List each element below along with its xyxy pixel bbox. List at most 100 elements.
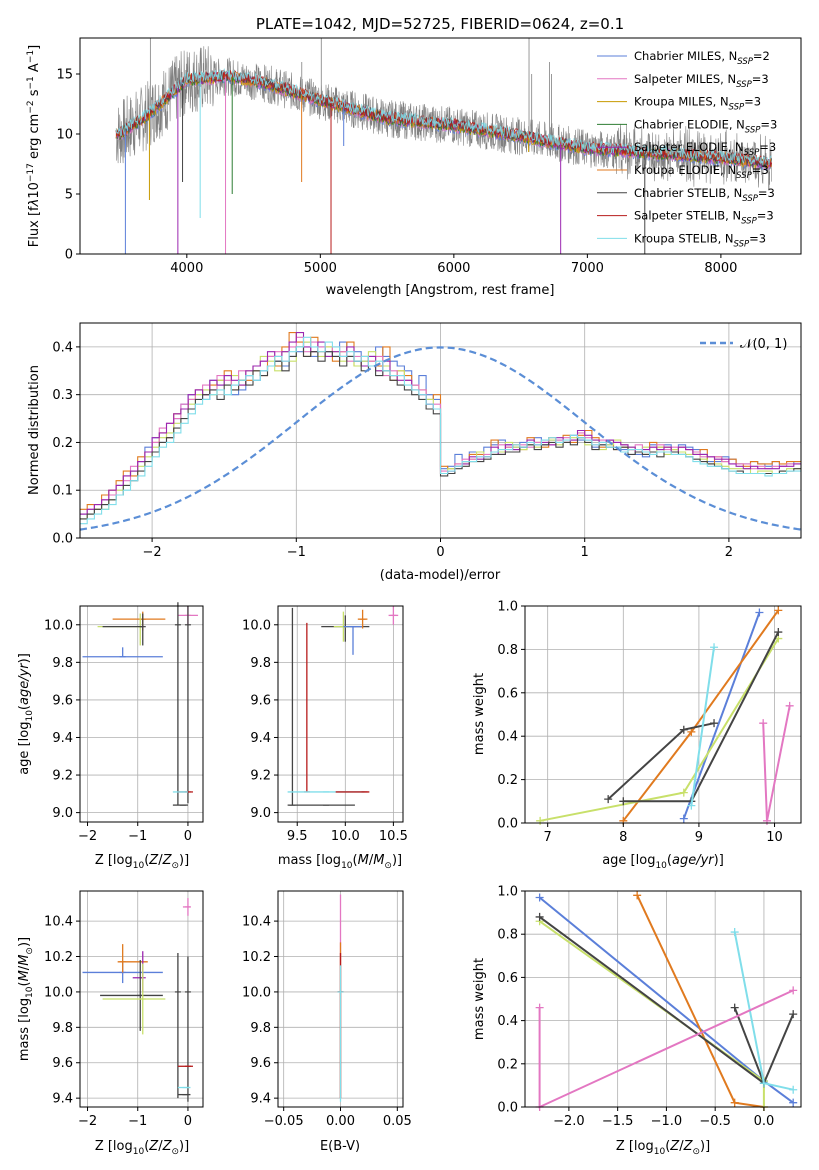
- z-weight-ylabel: mass weight: [472, 958, 487, 1040]
- histogram-series-step: [80, 336, 801, 525]
- weight-point-marker: [633, 891, 642, 900]
- age-weight-panel: 7 8 9 10 0.0 0.2 0.4 0.6 0.8 1.0 age [log10(age/y…: [472, 600, 802, 871]
- z-mass-panel: −2 −1 0 9.4 9.6 9.8 10.0 10.2 10.4 Z [log10(Z/Z⊙…: [17, 890, 204, 1157]
- x-tick-label: −1.0: [651, 1114, 683, 1129]
- z-weight-panel: −2.0 −1.5 −1.0 −0.5 0.0 0.0 0.2 0.4 0.6 0.8 1.0 Z …: [472, 885, 802, 1157]
- legend-subscript: SSP: [736, 80, 752, 90]
- y-tick-label: 9.0: [52, 806, 73, 821]
- errorbar-point: [337, 965, 344, 1102]
- weight-point-marker: [710, 643, 719, 652]
- x-tick-label: −0.05: [264, 1114, 304, 1129]
- x-tick-label: 0: [184, 1114, 192, 1129]
- errorbar-point: [102, 613, 146, 646]
- x-tick-label: 10.5: [379, 829, 408, 844]
- y-tick-label: 10.4: [44, 915, 73, 930]
- weight-point-marker: [774, 628, 783, 637]
- y-tick-label: 0.6: [497, 686, 518, 701]
- x-tick-label: 0: [184, 829, 192, 844]
- y-tick-label: 10.0: [242, 985, 271, 1000]
- y-tick-label: 0.3: [52, 388, 73, 403]
- legend-subscript: SSP: [729, 103, 745, 113]
- y-tick-label: 1.0: [497, 885, 518, 900]
- weight-point-marker: [789, 986, 798, 995]
- errorbar-point: [174, 602, 181, 806]
- spectrum-xlabel: wavelength [Angstrom, rest frame]: [326, 283, 555, 298]
- spectrum-title: PLATE=1042, MJD=52725, FIBERID=0624, z=0…: [256, 15, 624, 33]
- age-weight-xlabel: age [log10(age/yr)]: [602, 853, 724, 871]
- histogram-legend: 𝒩(0, 1): [700, 337, 787, 352]
- x-tick-label: 5000: [304, 261, 337, 276]
- x-tick-label: −2: [78, 829, 97, 844]
- legend-label: Chabrier STELIB, NSSP=3: [634, 186, 775, 204]
- y-tick-label: 0.4: [497, 1014, 518, 1029]
- weight-point-marker: [789, 1098, 798, 1107]
- errorbar-point: [82, 647, 163, 658]
- weight-point-marker: [687, 801, 696, 810]
- y-tick-label: 10.4: [242, 915, 271, 930]
- legend-count: =3: [757, 209, 774, 223]
- weight-point-marker: [619, 797, 628, 806]
- axes-frame: [79, 605, 204, 823]
- y-tick-label: 0.6: [497, 971, 518, 986]
- y-tick-label: 0.1: [52, 484, 73, 499]
- x-tick-label: −2: [143, 545, 162, 560]
- z-weight-xlabel: Z [log10(Z/Z⊙)]: [616, 1139, 710, 1157]
- x-tick-label: −1: [287, 545, 306, 560]
- x-tick-label: 0.05: [383, 1114, 412, 1129]
- legend-label: Salpeter ELODIE, NSSP=3: [634, 140, 776, 158]
- y-tick-label: 15: [56, 68, 73, 83]
- x-tick-label: 4000: [170, 261, 203, 276]
- x-tick-label: −1: [128, 829, 147, 844]
- x-tick-label: −2.0: [553, 1114, 585, 1129]
- spectrum-panel: 4000 5000 6000 7000 8000 0 5 10 15 PLATE=1042, M…: [26, 15, 802, 298]
- x-tick-label: 6000: [437, 261, 470, 276]
- y-tick-label: 0.8: [497, 643, 518, 658]
- z-mass-xlabel: Z [log10(Z/Z⊙)]: [95, 1139, 189, 1157]
- weight-point-marker: [535, 1003, 544, 1012]
- weight-point-marker: [679, 788, 688, 797]
- weight-point-marker: [759, 1079, 768, 1088]
- y-tick-label: 0.2: [497, 773, 518, 788]
- y-tick-label: 9.6: [250, 693, 271, 708]
- weight-point-marker: [789, 1010, 798, 1019]
- x-tick-label: 10: [766, 830, 783, 845]
- legend-count: =3: [760, 117, 777, 131]
- legend-count: =3: [744, 95, 761, 109]
- normal-reference-curve: [80, 346, 801, 531]
- x-tick-label: 0: [436, 545, 444, 560]
- spectrum-lines: [115, 38, 772, 254]
- z-mass-ylabel: mass [log10(M/M⊙)]: [17, 937, 35, 1061]
- y-tick-label: 0.0: [497, 817, 518, 832]
- legend-subscript: SSP: [736, 171, 752, 181]
- x-tick-label: 8: [619, 830, 627, 845]
- legend-label: Chabrier ELODIE, NSSP=3: [634, 117, 777, 135]
- x-tick-label: 9: [695, 830, 703, 845]
- legend-count: =3: [758, 186, 775, 200]
- legend-count: =3: [749, 231, 766, 245]
- y-tick-label: 9.8: [250, 1021, 271, 1036]
- legend-count: =3: [752, 72, 769, 86]
- y-tick-label: 10.2: [44, 950, 73, 965]
- legend-subscript: SSP: [734, 239, 750, 249]
- y-tick-label: 5: [65, 188, 73, 203]
- legend-label: Kroupa STELIB, NSSP=3: [634, 231, 766, 249]
- axes-frame: [524, 890, 802, 1108]
- y-tick-label: 0: [65, 248, 73, 263]
- x-tick-label: 2: [725, 545, 733, 560]
- weight-point-marker: [710, 719, 719, 728]
- y-tick-label: 9.6: [250, 1056, 271, 1071]
- weight-point-marker: [774, 606, 783, 615]
- weight-point-marker: [679, 725, 688, 734]
- legend-label: Kroupa ELODIE, NSSP=3: [634, 163, 769, 181]
- x-tick-label: 0.00: [326, 1114, 355, 1129]
- residual-histogram-panel: −2 −1 0 1 2 0.0 0.1 0.2 0.3 0.4 (data-model)/erro…: [27, 322, 802, 583]
- errorbar-point: [388, 606, 399, 625]
- y-tick-label: 9.4: [52, 1092, 73, 1107]
- y-tick-label: 9.2: [250, 769, 271, 784]
- errorbar-point: [102, 963, 166, 1035]
- weight-point-marker: [679, 814, 688, 823]
- errorbar-point: [357, 609, 368, 629]
- x-tick-label: −0.5: [699, 1114, 731, 1129]
- weight-point-marker: [755, 608, 764, 617]
